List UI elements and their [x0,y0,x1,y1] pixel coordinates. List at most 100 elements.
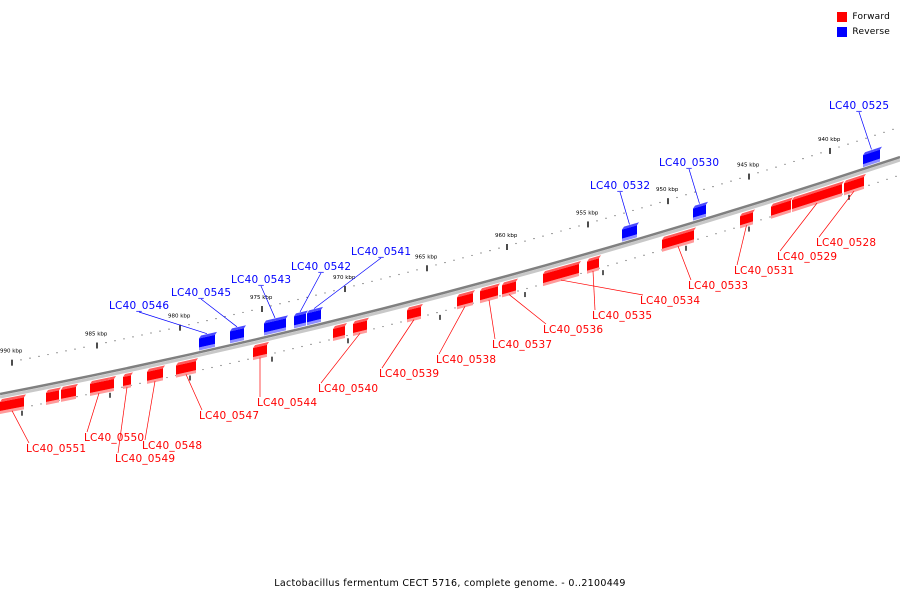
gene-label[interactable]: LC40_0542 [291,261,351,273]
minor-tick [524,240,526,242]
gene-block-lc40-0534[interactable] [543,260,581,287]
gene-body [740,212,753,226]
minor-tick [310,343,312,345]
minor-tick [578,225,580,227]
gene-top [46,387,61,393]
gene-block[interactable] [46,387,61,405]
leader-line [144,381,156,441]
minor-tick [159,330,161,332]
gene-label[interactable]: LC40_0547 [199,410,259,422]
gene-block-lc40-0541[interactable] [307,306,323,326]
minor-tick [643,254,645,256]
gene-label[interactable]: LC40_0543 [231,274,291,286]
gene-block-lc40-0542[interactable] [294,310,308,329]
gene-block-lc40-0537[interactable] [480,283,500,304]
minor-tick [132,336,134,338]
minor-tick [150,332,152,334]
gene-block-lc40-0549[interactable] [123,372,133,390]
gene-top [230,325,246,332]
minor-tick [623,212,625,214]
gene-block-lc40-0528[interactable] [844,173,866,196]
gene-label[interactable]: LC40_0539 [379,368,439,380]
gene-label[interactable]: LC40_0538 [436,354,496,366]
gene-label[interactable]: LC40_0549 [115,453,175,465]
gene-label[interactable]: LC40_0544 [257,397,317,409]
gene-label[interactable]: LC40_0530 [659,157,719,169]
gene-block-lc40-0540[interactable] [353,317,369,337]
legend-item-forward: Forward [837,9,890,24]
gene-body [771,200,791,216]
gene-block-lc40-0538[interactable] [457,290,475,310]
minor-tick [499,295,501,297]
gene-block-lc40-0529[interactable] [792,181,844,213]
gene-block-lc40-0547[interactable] [176,358,198,378]
gene-label[interactable]: LC40_0548 [142,440,202,452]
gene-top [622,222,639,230]
gene-block[interactable] [333,323,347,341]
minor-tick [535,285,537,287]
tick-label: 965 kbp [415,254,438,260]
gene-block-lc40-0548[interactable] [147,365,165,384]
gene-label[interactable]: LC40_0551 [26,443,86,455]
minor-tick [766,169,768,171]
gene-label[interactable]: LC40_0535 [592,310,652,322]
gene-block-lc40-0539[interactable] [407,303,423,323]
gene-label[interactable]: LC40_0531 [734,265,794,277]
gene-label[interactable]: LC40_0533 [688,280,748,292]
gene-block-lc40-0533[interactable] [662,227,696,252]
gene-shadow [407,315,421,323]
minor-tick [769,216,771,218]
gene-block[interactable] [108,375,116,393]
gene-label[interactable]: LC40_0550 [84,432,144,444]
leader-line [736,225,747,266]
minor-tick [297,298,299,301]
gene-block[interactable] [61,383,78,402]
leader-line [677,246,692,281]
minor-tick [883,131,885,133]
leader-line [488,299,496,340]
gene-shadow [307,318,321,326]
gene-block-lc40-0551[interactable] [0,394,26,414]
gene-top [457,290,475,298]
gene-block-lc40-0536[interactable] [502,278,518,298]
gene-shadow [264,327,286,336]
gene-label[interactable]: LC40_0537 [492,339,552,351]
minor-tick [625,259,627,262]
gene-label[interactable]: LC40_0541 [351,246,411,258]
minor-tick [400,321,402,323]
gene-block-lc40-0531[interactable] [740,209,755,229]
tick-label: 985 kbp [85,332,108,338]
leader-line [619,191,630,225]
gene-shadow [502,290,516,298]
gene-top [693,201,708,209]
minor-tick [580,272,582,275]
leader-line [320,333,361,384]
gene-label[interactable]: LC40_0540 [318,383,378,395]
gene-block-lc40-0546[interactable] [199,331,217,351]
gene-shadow [587,267,599,274]
gene-block-lc40-0543[interactable] [264,315,288,336]
gene-label[interactable]: LC40_0546 [109,300,169,312]
gene-block-lc40-0544[interactable] [253,341,269,361]
gene-label[interactable]: LC40_0529 [777,251,837,263]
minor-tick [730,180,732,182]
gene-block-lc40-0545[interactable] [230,325,246,344]
gene-label[interactable]: LC40_0536 [543,324,603,336]
gene-label[interactable]: LC40_0525 [829,100,889,112]
gene-top [0,394,26,402]
gene-block-lc40-0525[interactable] [863,146,882,168]
minor-tick [74,348,76,350]
gene-block-lc40-0530[interactable] [693,201,708,221]
gene-label[interactable]: LC40_0534 [640,295,700,307]
gene-shadow [147,377,163,384]
gene-label[interactable]: LC40_0528 [816,237,876,249]
gene-label[interactable]: LC40_0545 [171,287,231,299]
gene-block-lc40-0532[interactable] [622,222,639,242]
minor-tick [188,324,190,326]
minor-tick [197,322,199,324]
minor-tick [560,230,562,232]
gene-label[interactable]: LC40_0532 [590,180,650,192]
gene-block[interactable] [771,197,793,219]
gene-block-lc40-0535[interactable] [587,255,601,274]
gene-block-lc40-0550[interactable] [90,377,110,396]
